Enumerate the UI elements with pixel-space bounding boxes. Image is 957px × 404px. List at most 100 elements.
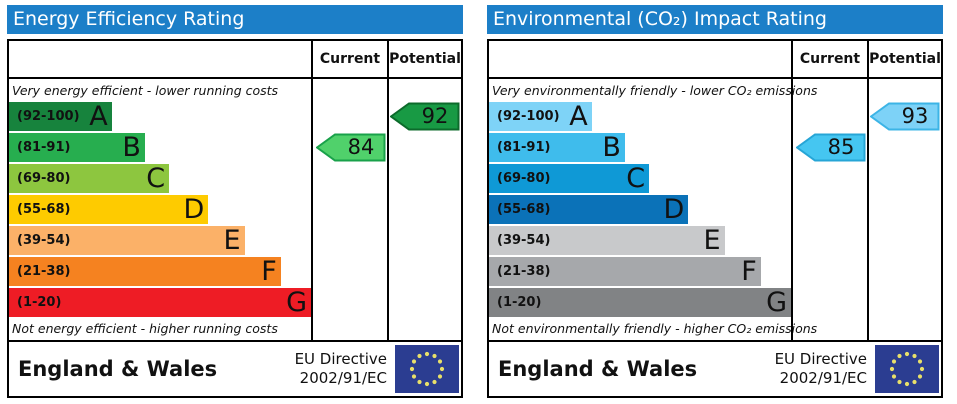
table-body: Very energy efficient - lower running co…	[9, 79, 461, 340]
energy-title-bar: Energy Efficiency Rating	[7, 5, 463, 34]
environmental-rating-table: Current Potential Very environmentally f…	[487, 39, 943, 398]
band-row-F: (21-38) F	[9, 257, 311, 286]
table-body: Very environmentally friendly - lower CO…	[489, 79, 941, 340]
table-head: Current Potential	[9, 41, 461, 79]
band-bar-D: (55-68) D	[489, 194, 689, 225]
band-row-F: (21-38) F	[489, 257, 791, 286]
band-range: (69-80)	[497, 171, 551, 186]
band-row-E: (39-54) E	[9, 226, 311, 255]
band-row-C: (69-80) C	[489, 164, 791, 193]
band-letter: G	[766, 287, 787, 318]
potential-rating-value: 92	[421, 104, 449, 128]
head-spacer	[489, 41, 791, 77]
table-footer: England & Wales EU Directive 2002/91/EC	[489, 340, 941, 396]
potential-column-body: 92	[387, 79, 461, 340]
band-row-D: (55-68) D	[9, 195, 311, 224]
band-letter: D	[663, 194, 685, 225]
band-area: (92-100) A (81-91) B (69-80) C (55-68) D (39-54)…	[9, 102, 311, 317]
environmental-title-bar: Environmental (CO₂) Impact Rating	[487, 5, 943, 34]
left-arrow-icon	[390, 102, 460, 131]
current-column-header: Current	[791, 41, 867, 77]
table-head: Current Potential	[489, 41, 941, 79]
eu-directive-label: EU Directive 2002/91/EC	[295, 350, 387, 388]
region-label: England & Wales	[498, 357, 698, 381]
band-range: (39-54)	[497, 233, 551, 248]
left-arrow-icon	[870, 102, 940, 131]
band-bar-B: (81-91) B	[9, 133, 145, 162]
potential-rating-arrow: 92	[390, 102, 460, 131]
band-bar-C: (69-80) C	[489, 164, 650, 193]
band-bar-G: (1-20) G	[489, 288, 791, 317]
current-rating-arrow: 85	[796, 133, 866, 162]
band-bar-A: (92-100) A	[9, 102, 112, 131]
band-range: (69-80)	[17, 171, 71, 186]
band-letter: B	[122, 132, 141, 163]
band-area: (92-100) A (81-91) B (69-80) C (55-68) D (39-54)…	[489, 102, 791, 317]
band-range: (1-20)	[497, 295, 542, 310]
band-letter: D	[183, 194, 205, 225]
eu-flag-icon	[395, 345, 459, 393]
band-range: (39-54)	[17, 233, 71, 248]
panel-title: Environmental (CO₂) Impact Rating	[493, 8, 827, 30]
band-letter: F	[261, 256, 277, 287]
band-range: (21-38)	[17, 264, 71, 279]
band-letter: E	[223, 225, 241, 256]
band-row-B: (81-91) B	[9, 133, 311, 162]
band-letter: G	[286, 287, 307, 318]
band-letter: A	[89, 101, 108, 132]
band-range: (55-68)	[17, 202, 71, 217]
left-arrow-icon	[316, 133, 386, 162]
band-cell: Very environmentally friendly - lower CO…	[489, 79, 818, 340]
eu-flag-svg	[875, 345, 939, 393]
band-row-A: (92-100) A	[9, 102, 311, 131]
current-rating-arrow: 84	[316, 133, 386, 162]
band-letter: B	[602, 132, 621, 163]
band-row-B: (81-91) B	[489, 133, 791, 162]
energy-efficiency-panel: Energy Efficiency Rating Current Potenti…	[7, 5, 463, 398]
head-spacer	[9, 41, 311, 77]
table-footer: England & Wales EU Directive 2002/91/EC	[9, 340, 461, 396]
band-cell: Very energy efficient - lower running co…	[9, 79, 311, 340]
current-rating-value: 84	[347, 135, 375, 159]
potential-column-header: Potential	[387, 41, 461, 77]
panel-title: Energy Efficiency Rating	[13, 8, 245, 30]
potential-column-body: 93	[867, 79, 941, 340]
eu-directive-line1: EU Directive	[294, 350, 387, 369]
eu-directive-label: EU Directive 2002/91/EC	[775, 350, 867, 388]
bottom-caption: Not energy efficient - higher running co…	[12, 321, 278, 336]
band-range: (55-68)	[497, 202, 551, 217]
band-range: (81-91)	[497, 140, 551, 155]
current-column-body: 85	[791, 79, 867, 340]
band-bar-D: (55-68) D	[9, 194, 209, 225]
band-bar-A: (92-100) A	[489, 102, 592, 131]
current-column-header: Current	[311, 41, 387, 77]
band-range: (92-100)	[17, 109, 80, 124]
top-caption: Very environmentally friendly - lower CO…	[492, 83, 818, 98]
left-arrow-icon	[796, 133, 866, 162]
region-label: England & Wales	[18, 357, 218, 381]
band-letter: A	[569, 101, 588, 132]
band-row-G: (1-20) G	[9, 288, 311, 317]
band-range: (1-20)	[17, 295, 62, 310]
band-letter: F	[741, 256, 757, 287]
band-bar-E: (39-54) E	[489, 226, 725, 255]
band-range: (81-91)	[17, 140, 71, 155]
band-range: (92-100)	[497, 109, 560, 124]
band-row-E: (39-54) E	[489, 226, 791, 255]
band-row-C: (69-80) C	[9, 164, 311, 193]
environmental-impact-panel: Environmental (CO₂) Impact Rating Curren…	[487, 5, 943, 398]
top-caption: Very energy efficient - lower running co…	[12, 83, 279, 98]
eu-flag-svg	[395, 345, 459, 393]
eu-directive-line2: 2002/91/EC	[299, 369, 387, 387]
energy-rating-table: Current Potential Very energy efficient …	[7, 39, 463, 398]
bottom-caption: Not environmentally friendly - higher CO…	[492, 321, 818, 336]
band-bar-F: (21-38) F	[9, 257, 281, 286]
eu-directive-line2: 2002/91/EC	[779, 369, 867, 387]
band-row-D: (55-68) D	[489, 195, 791, 224]
band-row-G: (1-20) G	[489, 288, 791, 317]
band-bar-G: (1-20) G	[9, 288, 311, 317]
band-bar-E: (39-54) E	[9, 226, 245, 255]
eu-directive-line1: EU Directive	[774, 350, 867, 369]
band-letter: C	[146, 163, 166, 194]
